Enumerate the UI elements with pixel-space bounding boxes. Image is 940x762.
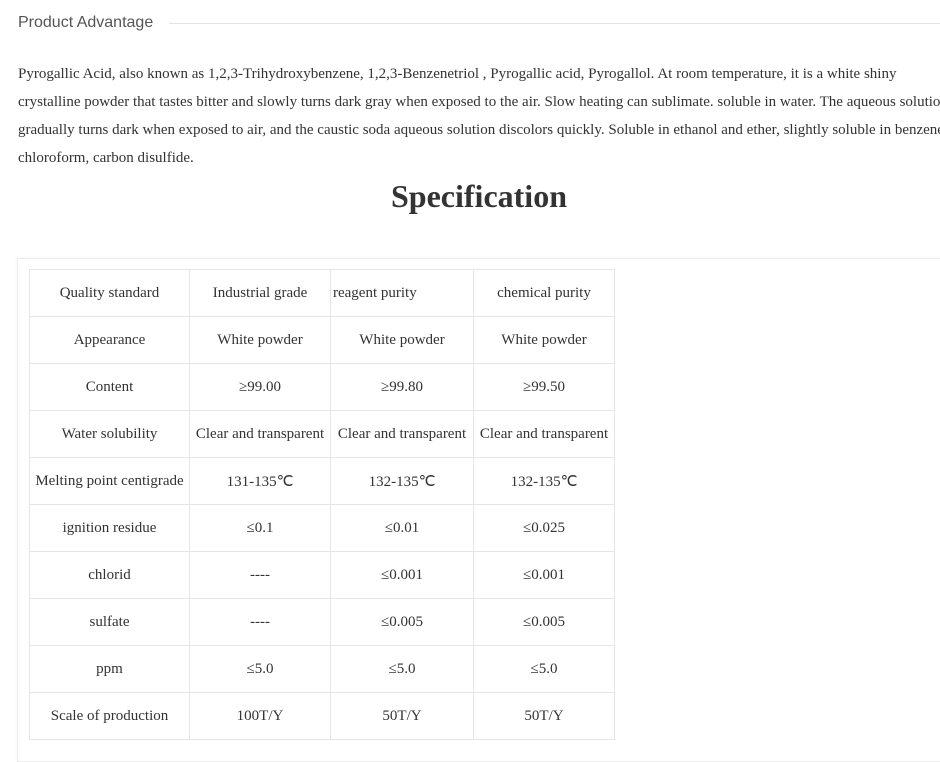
table-cell: chemical purity bbox=[473, 269, 615, 317]
table-cell: 132-135℃ bbox=[473, 457, 615, 505]
table-cell: Melting point centigrade bbox=[29, 457, 190, 505]
table-row: Quality standard Industrial grade reagent … bbox=[29, 269, 615, 317]
table-cell: Appearance bbox=[29, 316, 190, 364]
table-row: Water solubility Clear and transparent Cle… bbox=[29, 410, 615, 458]
table-row: Appearance White powder White powder White … bbox=[29, 316, 615, 364]
table-cell: White powder bbox=[189, 316, 331, 364]
section-header: Product Advantage bbox=[18, 14, 940, 32]
specification-title: Specification bbox=[391, 178, 567, 214]
table-cell: ≤5.0 bbox=[330, 645, 474, 693]
table-cell: 131-135℃ bbox=[189, 457, 331, 505]
table-cell: 100T/Y bbox=[189, 692, 331, 740]
table-cell: Scale of production bbox=[29, 692, 190, 740]
table-cell: reagent purity bbox=[330, 269, 474, 317]
table-cell: ignition residue bbox=[29, 504, 190, 552]
table-cell: ppm bbox=[29, 645, 190, 693]
table-cell: ≤0.005 bbox=[330, 598, 474, 646]
table-cell: sulfate bbox=[29, 598, 190, 646]
table-cell: Clear and transparent bbox=[330, 410, 474, 458]
table-row: ppm ≤5.0 ≤5.0 ≤5.0 bbox=[29, 645, 615, 693]
table-cell: 50T/Y bbox=[473, 692, 615, 740]
spec-table: Quality standard Industrial grade reagent … bbox=[29, 269, 615, 740]
table-cell: ≤0.001 bbox=[473, 551, 615, 599]
table-cell: Water solubility bbox=[29, 410, 190, 458]
table-cell: Content bbox=[29, 363, 190, 411]
table-cell: White powder bbox=[330, 316, 474, 364]
table-cell: ≤0.005 bbox=[473, 598, 615, 646]
product-description: Pyrogallic Acid, also known as 1,2,3-Tri… bbox=[18, 66, 940, 166]
section-heading: Product Advantage bbox=[18, 14, 154, 31]
table-cell: 132-135℃ bbox=[330, 457, 474, 505]
table-cell: Clear and transparent bbox=[189, 410, 331, 458]
table-cell: ≤0.001 bbox=[330, 551, 474, 599]
table-cell: ≤5.0 bbox=[189, 645, 331, 693]
table-row: chlorid ---- ≤0.001 ≤0.001 bbox=[29, 551, 615, 599]
table-row: Melting point centigrade 131-135℃ 132-135℃… bbox=[29, 457, 615, 505]
table-cell: chlorid bbox=[29, 551, 190, 599]
table-row: Scale of production 100T/Y 50T/Y 50T/Y bbox=[29, 692, 615, 740]
table-cell: ≥99.00 bbox=[189, 363, 331, 411]
table-cell: ≥99.80 bbox=[330, 363, 474, 411]
table-cell: ---- bbox=[189, 598, 331, 646]
table-cell: ≤0.1 bbox=[189, 504, 331, 552]
table-cell: Quality standard bbox=[29, 269, 190, 317]
table-cell: Industrial grade bbox=[189, 269, 331, 317]
table-cell: ≤0.01 bbox=[330, 504, 474, 552]
table-cell: ≤5.0 bbox=[473, 645, 615, 693]
table-row: ignition residue ≤0.1 ≤0.01 ≤0.025 bbox=[29, 504, 615, 552]
table-row: sulfate ---- ≤0.005 ≤0.005 bbox=[29, 598, 615, 646]
table-cell: White powder bbox=[473, 316, 615, 364]
table-cell: Clear and transparent bbox=[473, 410, 615, 458]
table-cell: ≤0.025 bbox=[473, 504, 615, 552]
divider bbox=[169, 22, 940, 24]
table-cell: ---- bbox=[189, 551, 331, 599]
table-row: Content ≥99.00 ≥99.80 ≥99.50 bbox=[29, 363, 615, 411]
table-cell: 50T/Y bbox=[330, 692, 474, 740]
table-cell: ≥99.50 bbox=[473, 363, 615, 411]
